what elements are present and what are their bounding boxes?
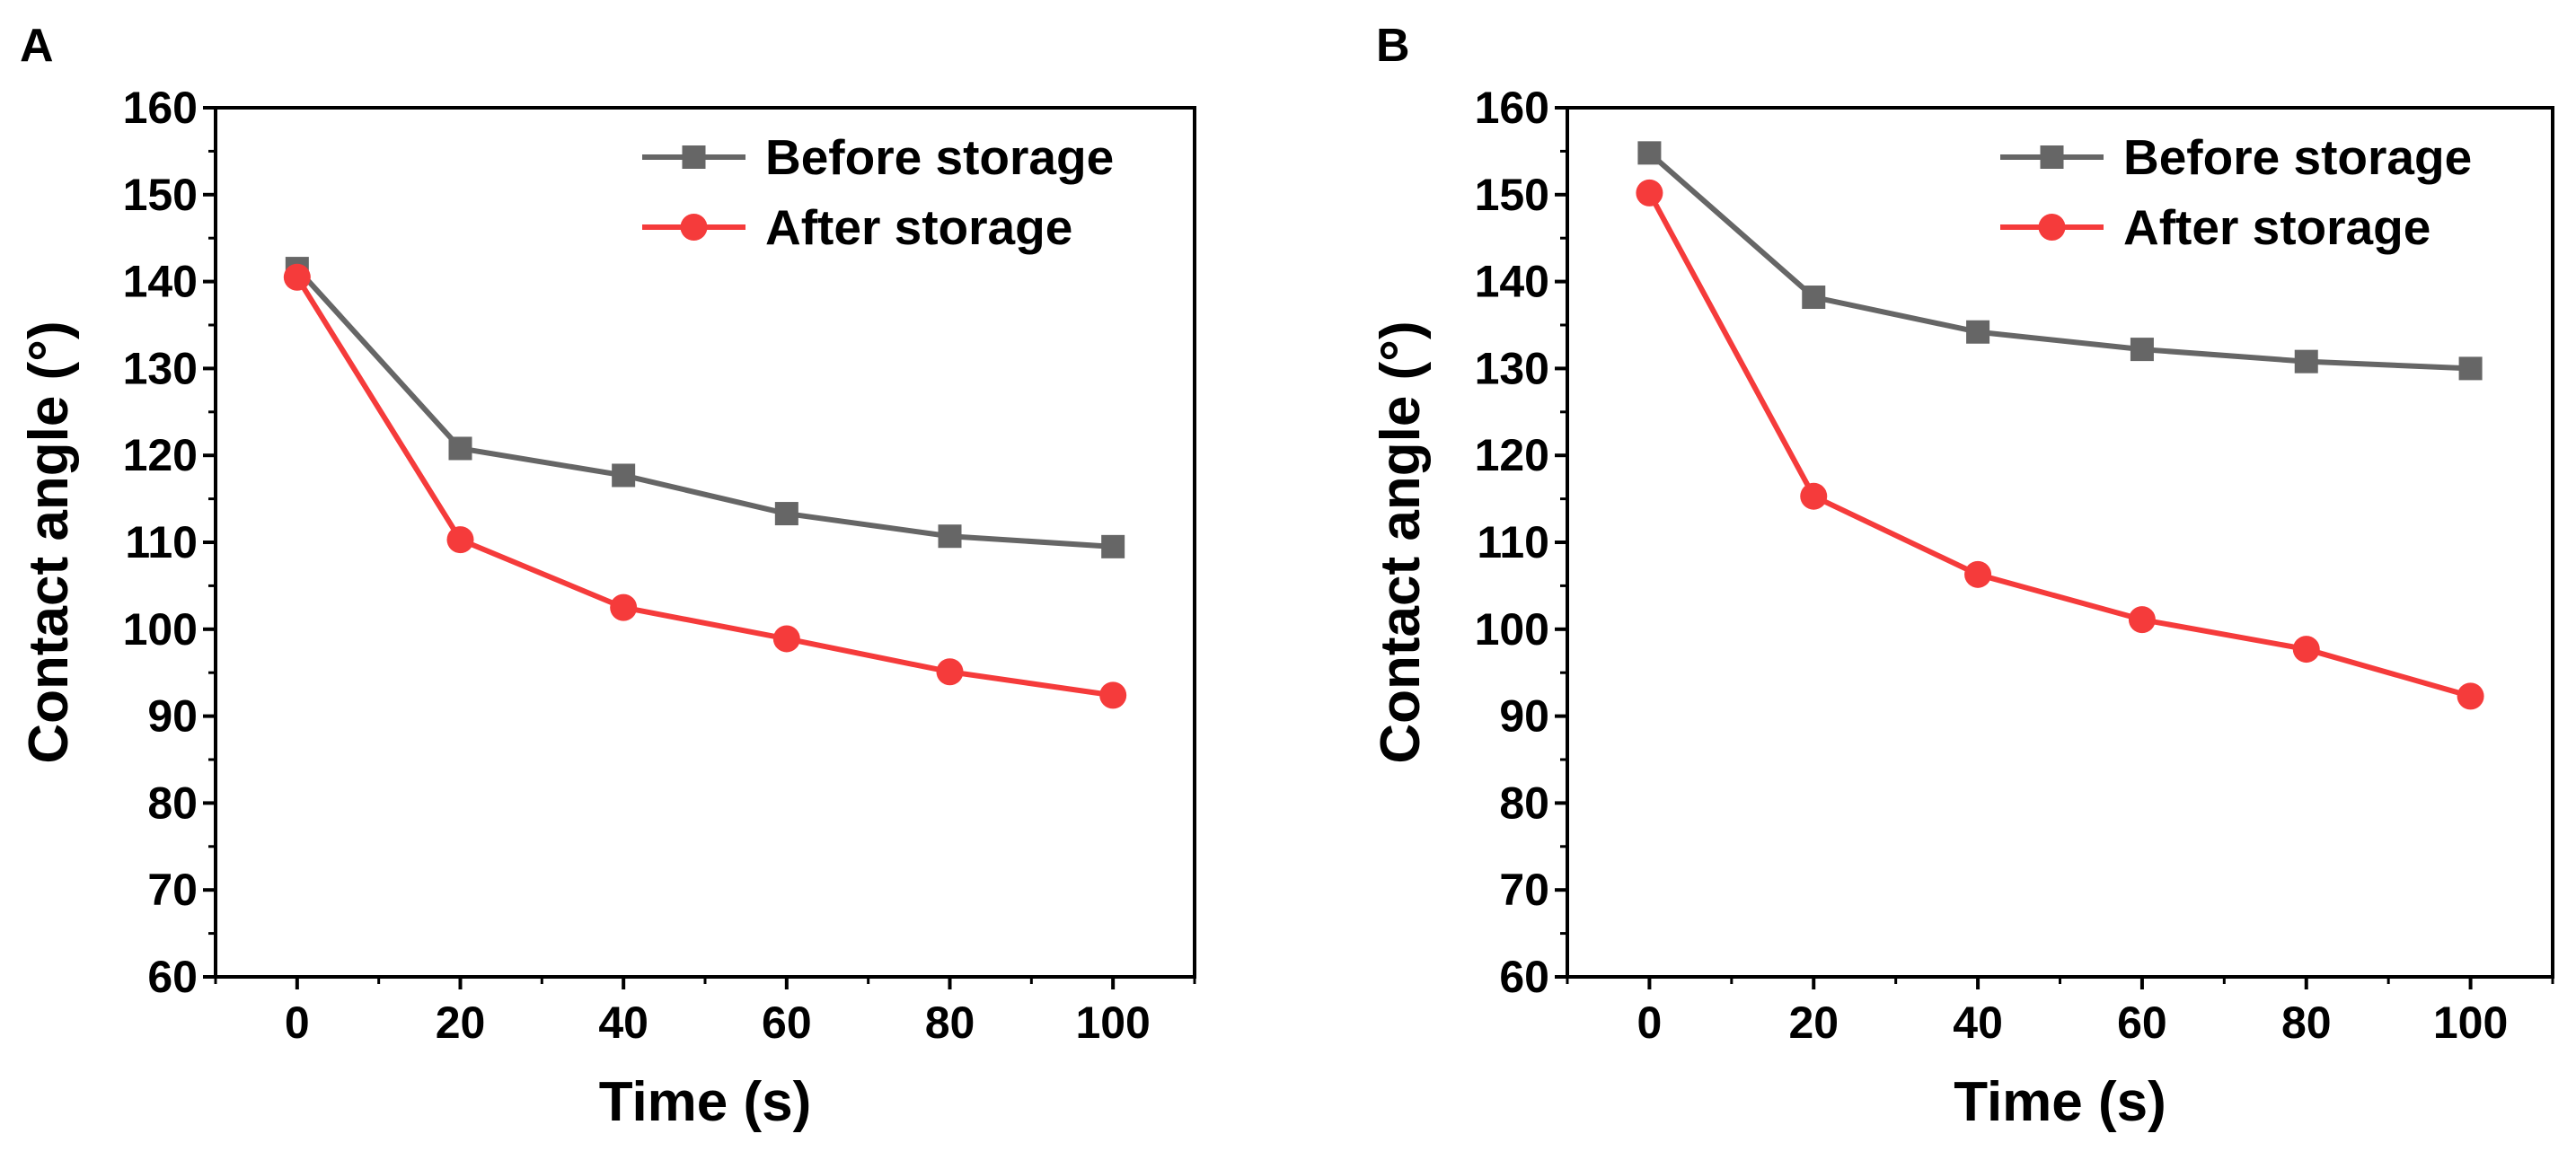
- data-point: [612, 463, 636, 488]
- legend-label: Before storage: [765, 129, 1114, 185]
- series-square: [1637, 141, 2483, 381]
- y-axis-title: Contact angle (°): [18, 321, 80, 763]
- y-tick-label: 100: [1475, 604, 1549, 655]
- y-tick-label: 110: [1477, 517, 1549, 567]
- data-point: [938, 524, 962, 549]
- legend-label: After storage: [765, 199, 1072, 255]
- x-tick-label: 0: [1637, 998, 1663, 1048]
- y-tick-label: 150: [123, 170, 198, 220]
- legend-entry: Before storage: [642, 129, 1114, 185]
- series-circle: [283, 263, 1127, 709]
- data-point: [936, 658, 964, 686]
- y-tick-label: 140: [1475, 257, 1549, 307]
- data-point: [448, 436, 472, 461]
- data-point: [2292, 636, 2320, 664]
- y-tick-label: 120: [1475, 430, 1549, 480]
- legend-marker: [682, 145, 706, 169]
- y-tick-label: 80: [1499, 778, 1549, 828]
- legend-entry: Before storage: [2000, 129, 2472, 185]
- x-axis-title: Time (s): [599, 1071, 812, 1133]
- legend-marker: [2038, 214, 2066, 241]
- y-tick-label: 90: [147, 691, 198, 742]
- x-tick-label: 0: [285, 998, 310, 1048]
- data-point: [2458, 356, 2483, 381]
- data-point: [2457, 682, 2484, 710]
- data-point: [446, 526, 474, 554]
- y-tick-label: 60: [1499, 952, 1549, 1002]
- series-line: [295, 267, 1114, 549]
- x-tick-label: 40: [598, 998, 648, 1048]
- panel-letter: B: [1376, 20, 1410, 72]
- y-tick-label: 60: [147, 952, 198, 1002]
- y-tick-label: 90: [1499, 691, 1549, 742]
- x-tick-label: 20: [1788, 998, 1839, 1048]
- x-tick-label: 80: [925, 998, 975, 1048]
- x-tick-label: 20: [436, 998, 486, 1048]
- data-point: [1099, 681, 1127, 709]
- y-tick-label: 100: [123, 604, 198, 655]
- data-point: [2128, 606, 2156, 634]
- y-tick-label: 130: [1475, 343, 1549, 393]
- data-point: [610, 593, 638, 621]
- data-point: [774, 502, 798, 526]
- panel-letter: A: [20, 20, 54, 72]
- x-tick-label: 100: [2433, 998, 2508, 1048]
- y-tick-label: 120: [123, 430, 198, 480]
- y-tick-label: 80: [147, 778, 198, 828]
- series-square: [285, 257, 1125, 558]
- y-tick-label: 160: [123, 83, 198, 133]
- y-tick-label: 70: [1499, 865, 1549, 915]
- y-axis-title: Contact angle (°): [1370, 321, 1432, 763]
- y-tick-label: 70: [147, 865, 198, 915]
- y-tick-label: 130: [123, 343, 198, 393]
- series-circle: [1636, 179, 2484, 710]
- chart-panel-a: A 60 70 80 90 100 110 120 130 140 150 160 0 20 40 60 80 1…: [18, 20, 1196, 1133]
- y-tick-label: 160: [1475, 83, 1549, 133]
- legend-marker: [680, 214, 708, 241]
- x-tick-label: 40: [1953, 998, 2003, 1048]
- series-line: [1646, 191, 2472, 699]
- data-point: [2294, 349, 2318, 374]
- legend-label: Before storage: [2123, 129, 2472, 185]
- x-tick-label: 100: [1075, 998, 1150, 1048]
- data-point: [2130, 338, 2154, 362]
- data-point: [1800, 482, 1828, 510]
- data-point: [1101, 534, 1125, 558]
- data-point: [1636, 179, 1663, 207]
- data-point: [1964, 560, 1992, 588]
- data-point: [1637, 141, 1662, 165]
- legend-entry: After storage: [642, 199, 1072, 255]
- series-line: [1647, 151, 2471, 372]
- legend-marker: [2040, 145, 2064, 169]
- legend-label: After storage: [2123, 199, 2430, 255]
- series-line: [295, 276, 1114, 699]
- x-tick-label: 60: [2117, 998, 2167, 1048]
- y-tick-label: 110: [125, 517, 198, 567]
- y-tick-label: 140: [123, 257, 198, 307]
- data-point: [1802, 286, 1826, 310]
- legend-entry: After storage: [2000, 199, 2430, 255]
- data-point: [283, 263, 311, 291]
- x-tick-label: 60: [762, 998, 812, 1048]
- y-tick-label: 150: [1475, 170, 1549, 220]
- data-point: [772, 625, 800, 653]
- x-tick-label: 80: [2281, 998, 2332, 1048]
- x-axis-title: Time (s): [1954, 1071, 2166, 1133]
- chart-panel-b: B 60 70 80 90 100 110 120 130 140 150 160 0 20 40 60 80 1…: [1370, 20, 2554, 1133]
- data-point: [1966, 320, 1990, 344]
